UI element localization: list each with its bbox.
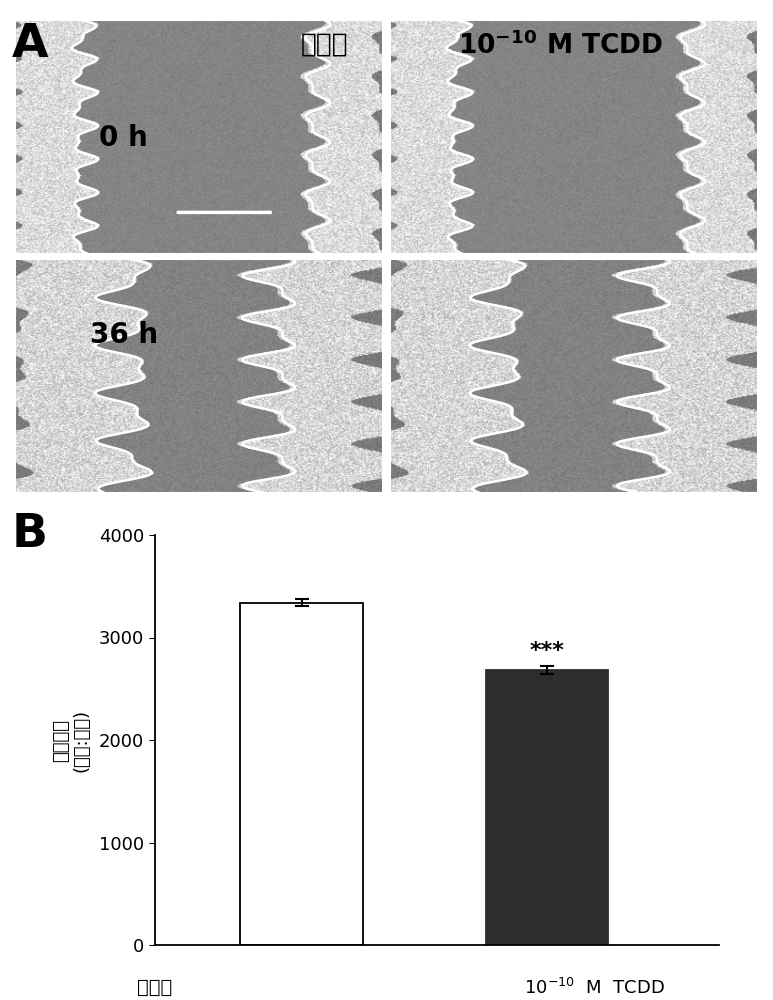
Text: $10^{-10}$  M  TCDD: $10^{-10}$ M TCDD xyxy=(524,978,665,998)
Text: 0 h: 0 h xyxy=(99,124,148,152)
Bar xyxy=(485,670,608,945)
Text: 对照组: 对照组 xyxy=(301,32,349,58)
Text: B: B xyxy=(12,512,48,557)
Y-axis label: 迁移距离
(单位:距离): 迁移距离 (单位:距离) xyxy=(52,708,90,772)
Text: 对照组: 对照组 xyxy=(137,978,172,997)
Text: 36 h: 36 h xyxy=(90,321,158,349)
Bar xyxy=(240,603,363,945)
Text: $\mathbf{10^{-10}}$ M TCDD: $\mathbf{10^{-10}}$ M TCDD xyxy=(458,32,663,60)
Text: A: A xyxy=(12,22,48,67)
Text: ***: *** xyxy=(530,641,564,661)
